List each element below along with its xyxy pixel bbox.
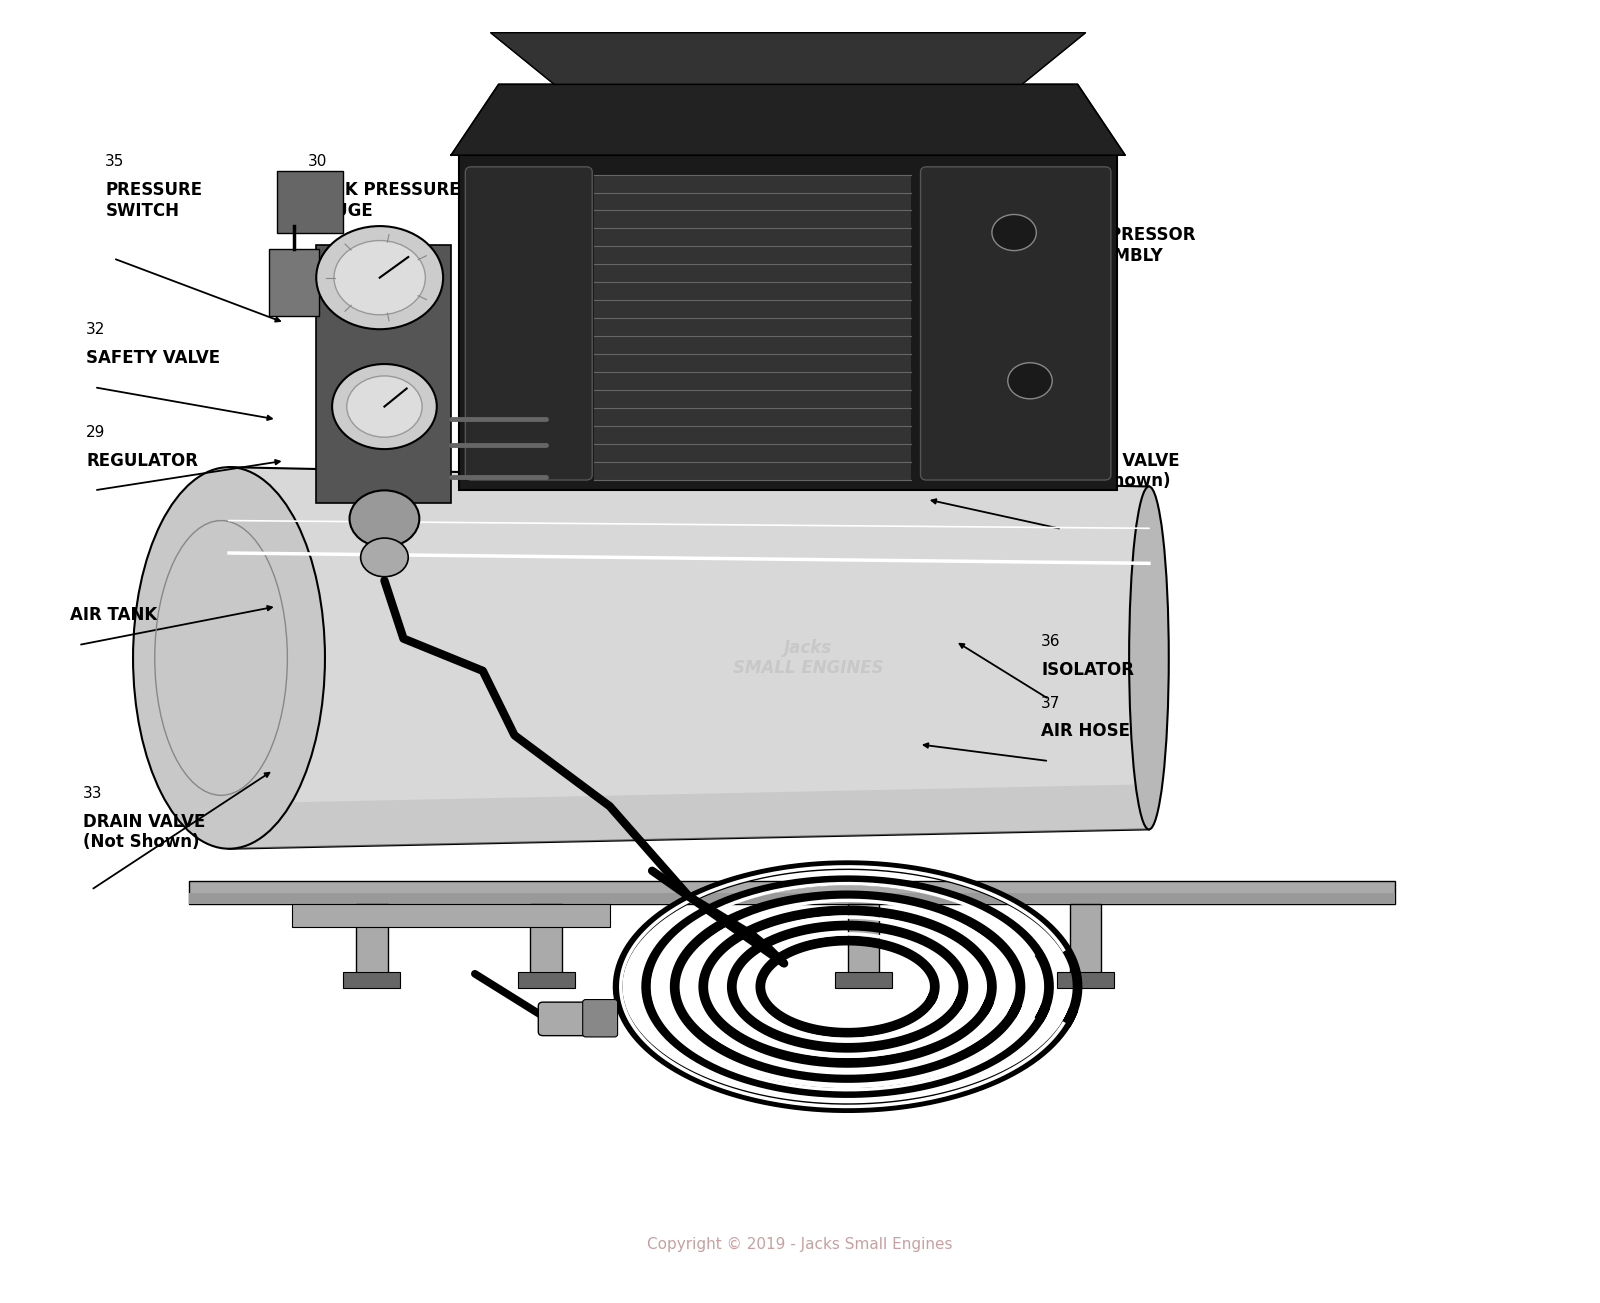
Text: PRESSURE
SWITCH: PRESSURE SWITCH: [106, 181, 203, 220]
Polygon shape: [451, 85, 1125, 155]
Bar: [189, 881, 1395, 904]
Text: Copyright © 2019 - Jacks Small Engines: Copyright © 2019 - Jacks Small Engines: [648, 1237, 952, 1252]
Text: 35: 35: [106, 154, 125, 169]
Text: TANK PRESSURE
GAUGE: TANK PRESSURE GAUGE: [309, 181, 461, 220]
Bar: [594, 175, 910, 480]
Circle shape: [349, 490, 419, 547]
Text: OUTLET
PRESSURE
GAUGE: OUTLET PRESSURE GAUGE: [608, 104, 706, 163]
Text: 37: 37: [1042, 696, 1061, 711]
Text: AIR HOSE: AIR HOSE: [1042, 722, 1130, 740]
Bar: [344, 972, 400, 988]
Bar: [1058, 972, 1114, 988]
Circle shape: [1008, 362, 1053, 399]
FancyBboxPatch shape: [582, 999, 618, 1037]
Bar: [355, 904, 387, 975]
Circle shape: [360, 538, 408, 577]
Bar: [835, 972, 891, 988]
Text: COMPRESSOR
ASSEMBLY: COMPRESSOR ASSEMBLY: [1067, 227, 1195, 265]
Bar: [293, 904, 610, 928]
Text: AIR TANK: AIR TANK: [70, 606, 158, 624]
Bar: [518, 972, 574, 988]
Circle shape: [992, 215, 1037, 250]
Text: 31: 31: [648, 77, 667, 93]
Text: 34: 34: [1054, 425, 1074, 440]
Polygon shape: [229, 784, 1149, 848]
Bar: [848, 904, 880, 975]
Bar: [277, 171, 342, 232]
FancyBboxPatch shape: [466, 167, 592, 480]
Polygon shape: [491, 33, 1085, 85]
Bar: [1070, 904, 1101, 975]
Ellipse shape: [1130, 486, 1168, 830]
Circle shape: [334, 241, 426, 315]
Bar: [189, 893, 1395, 904]
Text: 29: 29: [86, 425, 106, 440]
Text: 30: 30: [309, 154, 328, 169]
FancyBboxPatch shape: [538, 1002, 595, 1036]
Text: DRAIN VALVE
(Not Shown): DRAIN VALVE (Not Shown): [83, 813, 205, 851]
Ellipse shape: [133, 468, 325, 848]
Circle shape: [333, 364, 437, 450]
FancyBboxPatch shape: [920, 167, 1110, 480]
Bar: [269, 249, 320, 317]
Circle shape: [317, 227, 443, 330]
Text: 33: 33: [83, 786, 102, 801]
Text: SAFETY VALVE: SAFETY VALVE: [86, 349, 221, 366]
Text: CHECK VALVE
(Not Shown): CHECK VALVE (Not Shown): [1054, 452, 1179, 490]
Polygon shape: [229, 468, 1149, 848]
FancyBboxPatch shape: [459, 155, 1117, 490]
Text: REGULATOR: REGULATOR: [86, 452, 198, 469]
Bar: [530, 904, 562, 975]
Text: 32: 32: [86, 322, 106, 337]
Circle shape: [347, 377, 422, 438]
Text: Jacks
SMALL ENGINES: Jacks SMALL ENGINES: [733, 638, 883, 678]
Text: 36: 36: [1042, 635, 1061, 649]
Bar: [317, 245, 451, 503]
Text: ISOLATOR: ISOLATOR: [1042, 661, 1134, 679]
